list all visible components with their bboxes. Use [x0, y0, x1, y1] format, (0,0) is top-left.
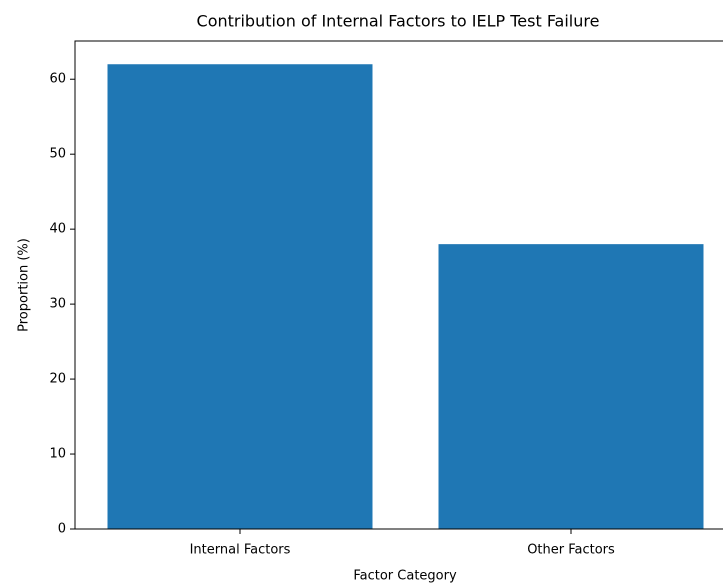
x-tick-label: Internal Factors — [190, 543, 291, 558]
y-tick-label: 0 — [58, 522, 66, 537]
y-tick-label: 30 — [49, 297, 66, 312]
y-tick-label: 20 — [49, 372, 66, 387]
bar — [438, 244, 704, 529]
y-axis-label: Proportion (%) — [17, 238, 32, 332]
plot-frame — [74, 40, 723, 530]
x-axis-label: Factor Category — [353, 569, 457, 584]
bar — [107, 64, 373, 529]
y-tick-label: 60 — [49, 72, 66, 87]
y-tick-label: 50 — [49, 147, 66, 162]
y-tick-label: 40 — [49, 222, 66, 237]
y-tick-label: 10 — [49, 447, 66, 462]
x-tick-label: Other Factors — [527, 543, 615, 558]
chart-title: Contribution of Internal Factors to IELP… — [197, 12, 600, 31]
